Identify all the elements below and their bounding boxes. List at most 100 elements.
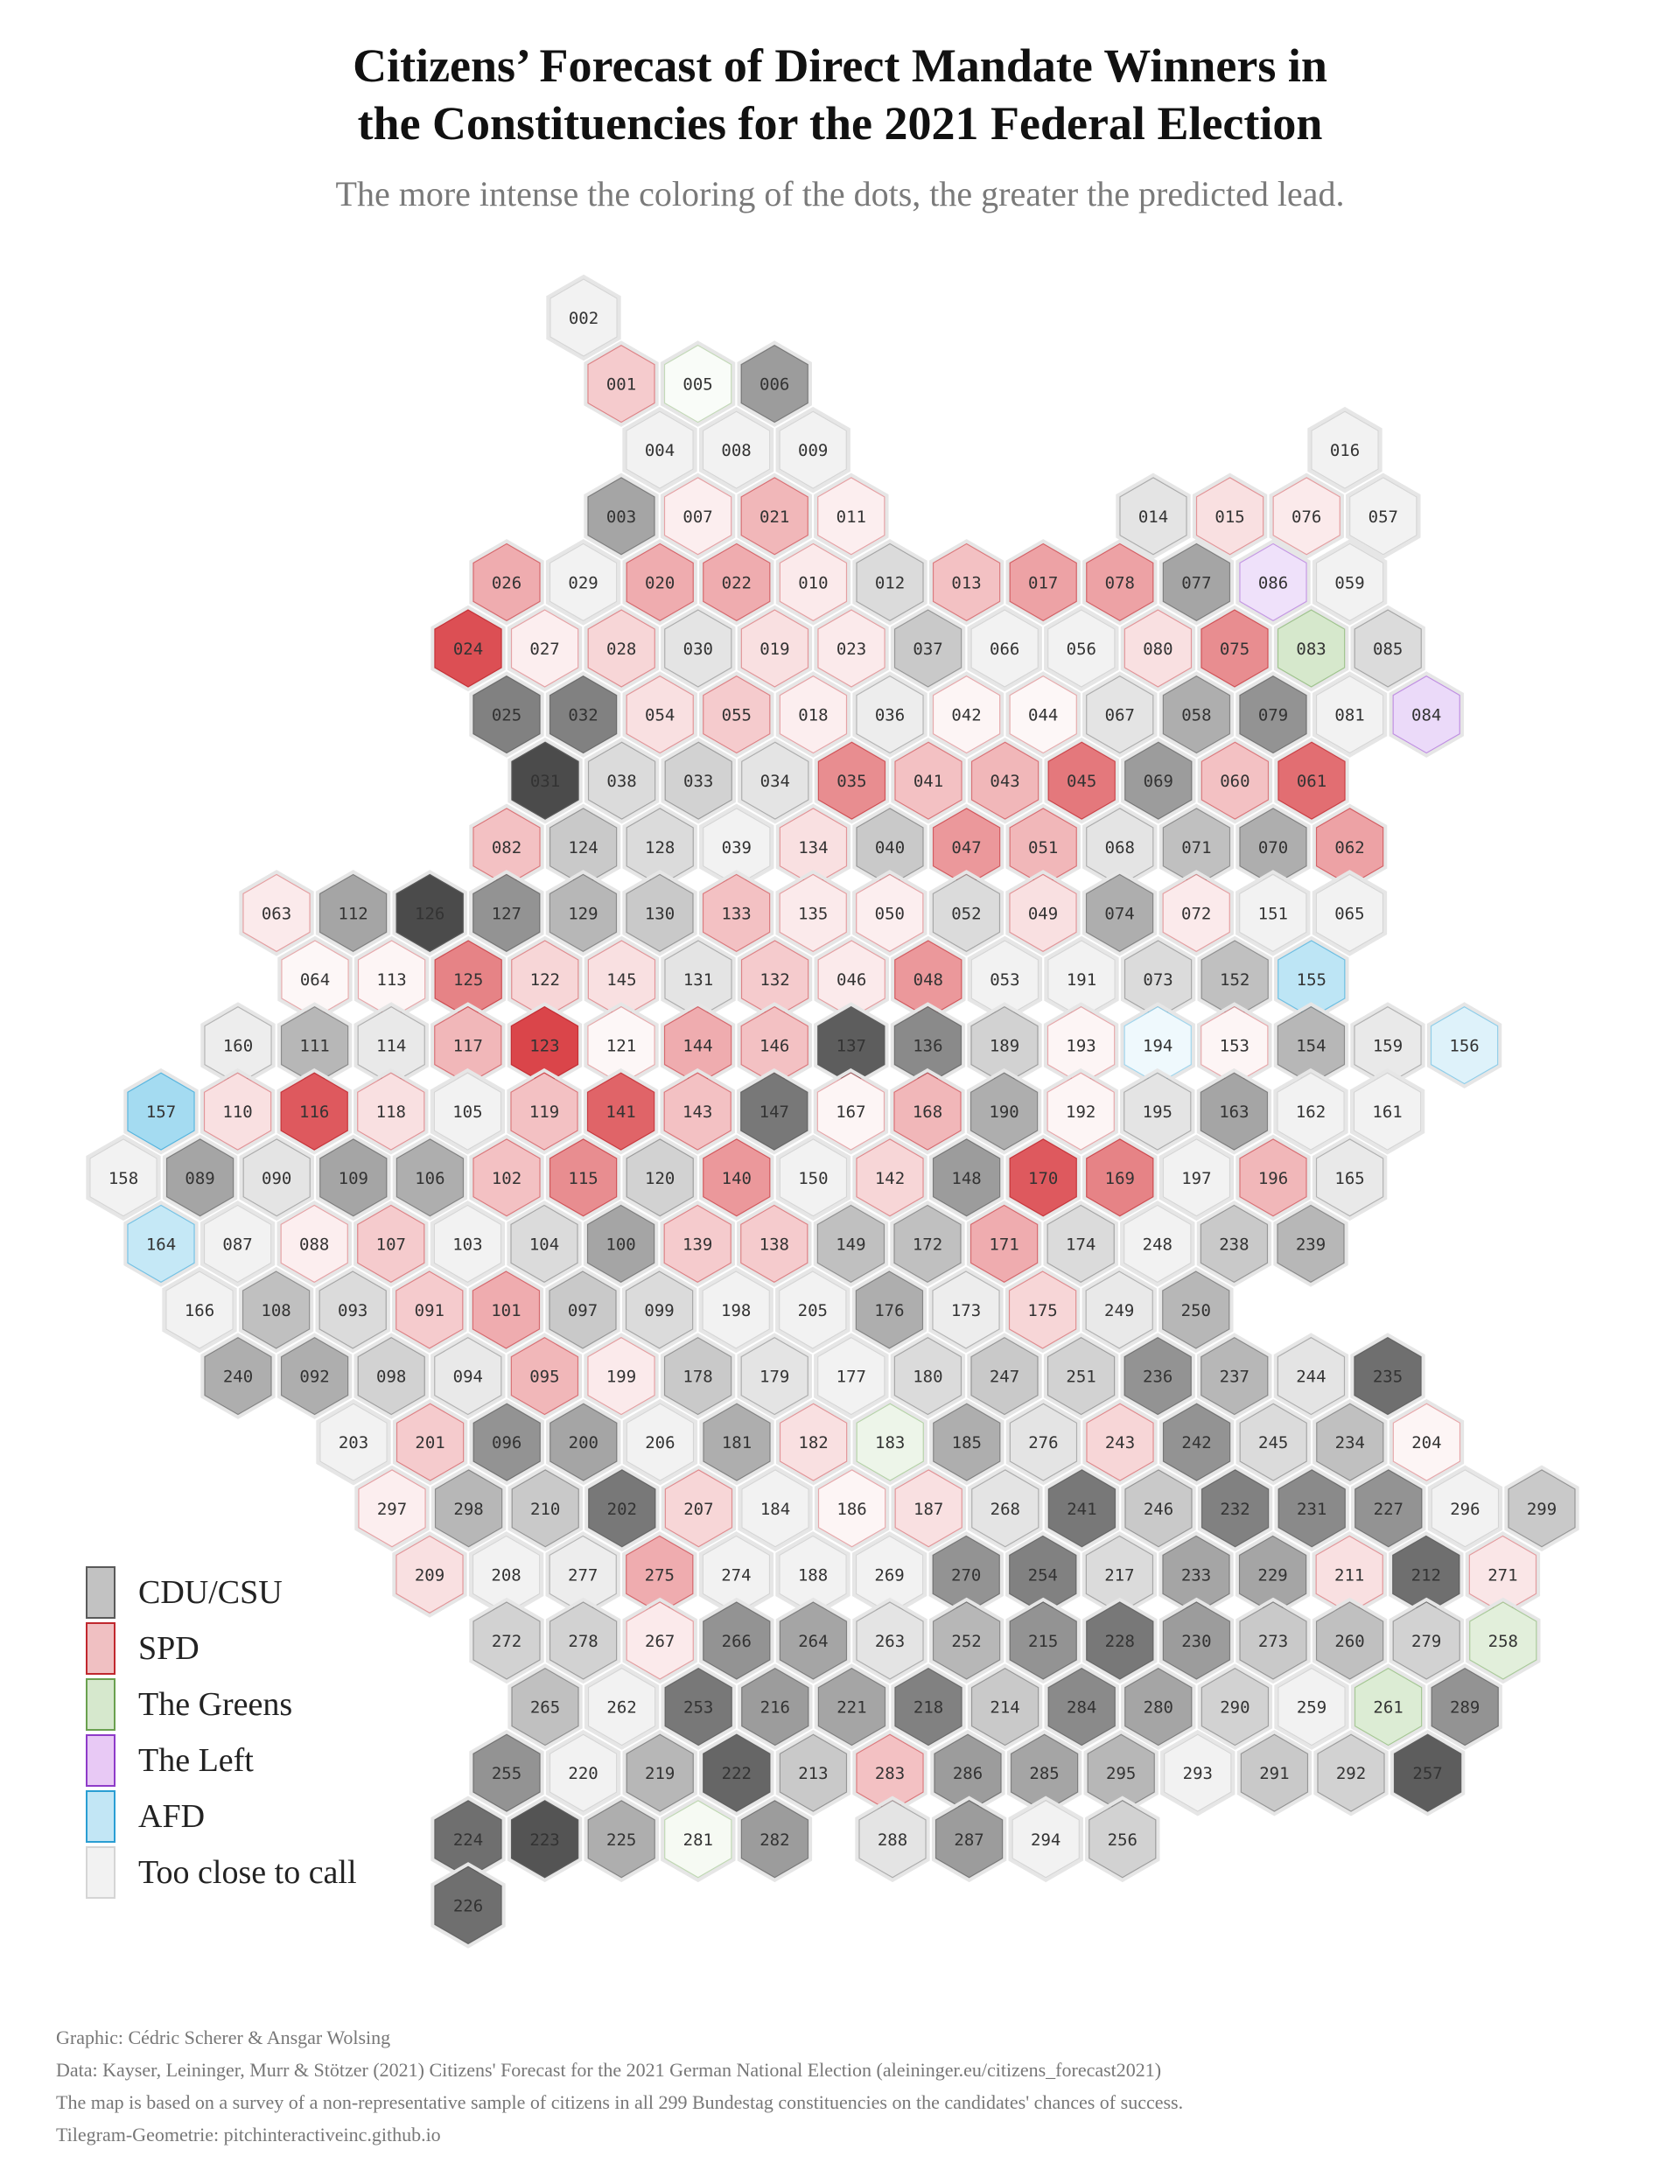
constituency-label: 127: [492, 904, 522, 923]
constituency-296: 296: [1427, 1465, 1503, 1552]
constituency-hex-halo: [622, 539, 697, 626]
constituency-label: 290: [1220, 1698, 1250, 1718]
constituency-hex-halo: [1236, 1729, 1312, 1816]
constituency-hex: [1124, 609, 1193, 688]
legend-item-left: The Left: [86, 1732, 357, 1788]
constituency-hex: [779, 1733, 848, 1812]
constituency-hex-halo: [469, 870, 544, 956]
legend-label-too-close: Too close to call: [138, 1854, 357, 1891]
constituency-label: 225: [606, 1830, 636, 1850]
constituency-hex: [856, 1138, 924, 1217]
constituency-hex: [702, 873, 771, 953]
constituency-195: 195: [1120, 1068, 1195, 1155]
constituency-hex: [816, 1072, 886, 1151]
constituency-label: 227: [1374, 1500, 1404, 1519]
constituency-hex: [703, 1601, 771, 1680]
constituency-label: 257: [1412, 1764, 1442, 1783]
constituency-hex: [1272, 477, 1340, 556]
constituency-154: 154: [1273, 1002, 1349, 1088]
constituency-hex-halo: [1504, 1465, 1579, 1552]
constituency-232: 232: [1197, 1465, 1273, 1552]
constituency-hex-halo: [1274, 737, 1349, 824]
constituency-hex-halo: [1005, 1597, 1081, 1684]
constituency-176: 176: [851, 1266, 928, 1354]
constituency-hex: [396, 1535, 464, 1614]
constituency-hex: [1315, 1138, 1384, 1217]
constituency-119: 119: [507, 1068, 582, 1155]
constituency-label: 026: [492, 573, 522, 592]
constituency-label: 012: [875, 573, 905, 592]
legend-item-cdu-csu: CDU/CSU: [86, 1564, 357, 1620]
constituency-074: 074: [1082, 870, 1158, 956]
constituency-260: 260: [1312, 1597, 1388, 1684]
constituency-label: 006: [760, 375, 789, 395]
constituency-hex-halo: [622, 1134, 697, 1222]
constituency-hex-halo: [622, 1398, 698, 1486]
constituency-038: 038: [584, 737, 660, 824]
constituency-label: 081: [1334, 706, 1364, 725]
constituency-hex: [817, 1469, 886, 1548]
constituency-hex-halo: [1196, 1200, 1272, 1287]
constituency-hex-halo: [737, 605, 813, 692]
constituency-label: 242: [1181, 1433, 1211, 1452]
constituency-073: 073: [1120, 935, 1196, 1023]
constituency-hex-halo: [584, 1465, 660, 1552]
constituency-190: 190: [966, 1068, 1042, 1155]
constituency-hex-halo: [1160, 1729, 1236, 1816]
constituency-199: 199: [584, 1333, 659, 1419]
constituency-hex: [626, 873, 694, 953]
constituency-hex-halo: [584, 1333, 659, 1419]
constituency-hex: [664, 741, 732, 820]
constituency-155: 155: [1274, 935, 1349, 1023]
constituency-hex-halo: [392, 1531, 467, 1618]
constituency-label: 050: [875, 904, 905, 923]
constituency-label: 049: [1028, 904, 1058, 923]
constituency-label: 238: [1219, 1235, 1249, 1254]
legend-swatch-left: [86, 1734, 116, 1787]
constituency-hex-halo: [660, 1200, 735, 1287]
constituency-hex: [779, 1270, 847, 1349]
constituency-hex-halo: [469, 539, 544, 626]
constituency-label: 084: [1411, 706, 1441, 725]
constituency-label: 114: [376, 1037, 406, 1056]
constituency-label: 068: [1105, 838, 1135, 858]
constituency-105: 105: [430, 1068, 506, 1155]
constituency-hex: [779, 410, 847, 489]
constituency-label: 061: [1297, 772, 1326, 791]
constituency-111: 111: [276, 1002, 353, 1088]
constituency-label: 210: [530, 1500, 560, 1519]
constituency-097: 097: [545, 1266, 620, 1354]
constituency-hex-halo: [737, 340, 812, 427]
constituency-hex: [165, 1138, 234, 1217]
constituency-label: 233: [1181, 1565, 1211, 1585]
constituency-hex: [932, 873, 1001, 953]
constituency-label: 137: [836, 1037, 866, 1056]
constituency-hex: [586, 1072, 655, 1151]
constituency-label: 036: [875, 706, 905, 725]
constituency-008: 008: [698, 406, 774, 494]
constituency-label: 078: [1105, 573, 1135, 592]
constituency-hex: [203, 1072, 272, 1151]
constituency-140: 140: [699, 1134, 774, 1222]
constituency-label: 106: [415, 1169, 444, 1188]
constituency-184: 184: [738, 1465, 813, 1552]
constituency-185: 185: [929, 1398, 1004, 1486]
constituency-hex: [472, 1270, 541, 1349]
constituency-053: 053: [967, 935, 1043, 1023]
constituency-279: 279: [1389, 1597, 1464, 1684]
constituency-hex-halo: [661, 1663, 736, 1750]
constituency-hex-halo: [1350, 1333, 1425, 1419]
footer-graphic-credit: Graphic: Cédric Scherer & Ansgar Wolsing: [56, 2026, 391, 2048]
constituency-label: 164: [146, 1235, 176, 1254]
constituency-hex-halo: [546, 274, 621, 361]
constituency-104: 104: [507, 1200, 582, 1287]
constituency-hex: [1315, 675, 1384, 754]
constituency-234: 234: [1312, 1398, 1388, 1486]
constituency-label: 244: [1296, 1368, 1326, 1387]
constituency-label: 119: [529, 1102, 559, 1122]
constituency-hex-halo: [699, 539, 774, 626]
constituency-label: 147: [760, 1102, 789, 1122]
constituency-label: 131: [683, 970, 713, 990]
constituency-251: 251: [1043, 1333, 1119, 1419]
constituency-hex-halo: [315, 1266, 390, 1354]
